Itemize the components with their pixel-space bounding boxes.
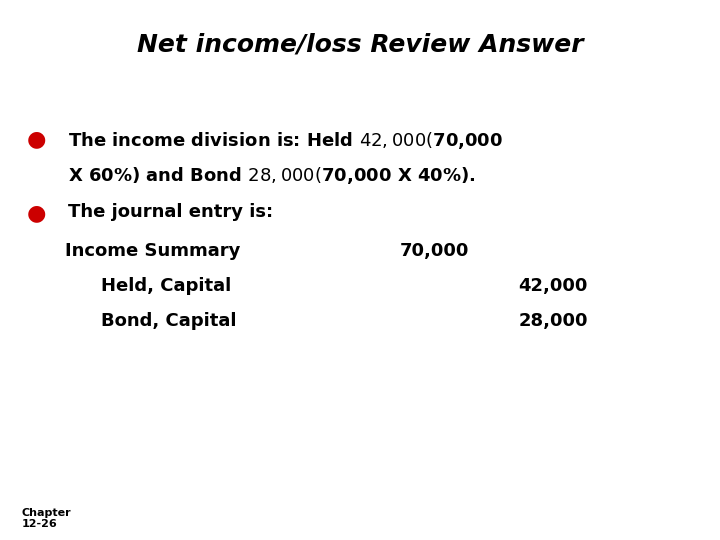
Text: ●: ●	[27, 130, 45, 150]
Text: Chapter
12-26: Chapter 12-26	[22, 508, 71, 529]
Text: X 60%) and Bond $28,000 ($70,000 X 40%).: X 60%) and Bond $28,000 ($70,000 X 40%).	[68, 165, 476, 186]
Text: 42,000: 42,000	[518, 277, 588, 295]
Text: The income division is: Held $42,000 ($70,000: The income division is: Held $42,000 ($7…	[68, 130, 503, 151]
Text: Bond, Capital: Bond, Capital	[101, 312, 236, 330]
Text: Income Summary: Income Summary	[65, 242, 240, 260]
Text: Net income/loss Review Answer: Net income/loss Review Answer	[137, 32, 583, 56]
Text: The journal entry is:: The journal entry is:	[68, 204, 274, 221]
Text: 70,000: 70,000	[400, 242, 469, 260]
Text: ●: ●	[27, 204, 45, 224]
Text: Held, Capital: Held, Capital	[101, 277, 231, 295]
Text: 28,000: 28,000	[518, 312, 588, 330]
